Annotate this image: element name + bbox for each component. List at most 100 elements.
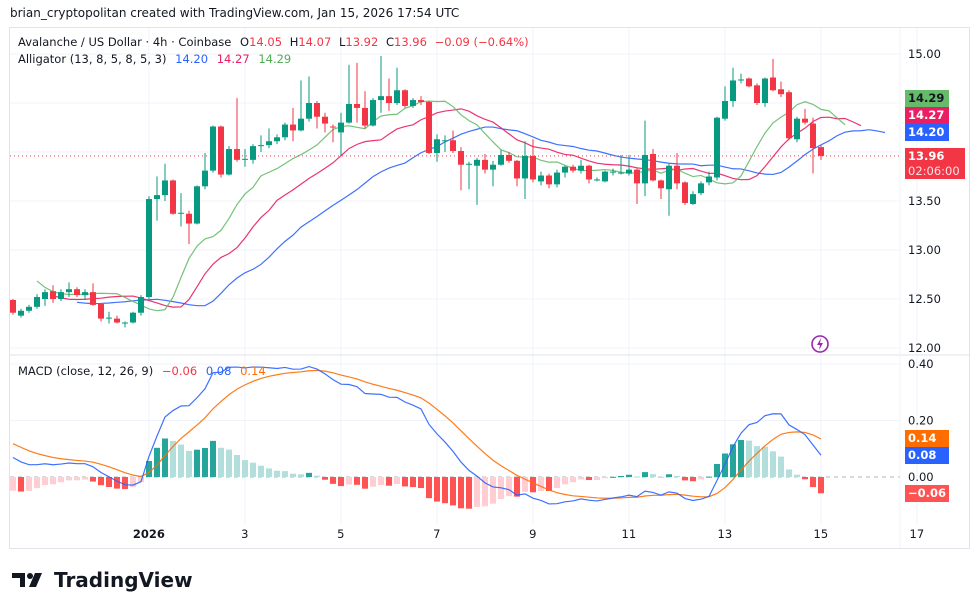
open-label: O [240, 35, 250, 49]
macd-histogram-bar [82, 477, 88, 480]
candle-up [410, 100, 416, 106]
candle-down [682, 182, 688, 203]
candle-down [170, 180, 176, 214]
candle-up [346, 103, 352, 123]
candle-up [282, 124, 288, 138]
alligator-jaw-value: 14.20 [175, 52, 209, 66]
candle-down [186, 213, 192, 224]
candle-up [698, 183, 704, 194]
macd-histogram-bar [314, 475, 320, 477]
chart-frame[interactable] [9, 27, 970, 549]
candle-up [562, 166, 568, 173]
symbol-legend[interactable]: Avalanche / US Dollar · 4h · Coinbase O1… [18, 35, 534, 49]
macd-histogram-bar [682, 477, 688, 481]
macd-histogram-bar [578, 477, 584, 480]
candle-up [442, 140, 448, 142]
macd-histogram-bar [770, 451, 776, 477]
macd-tick-label: 0.40 [908, 357, 934, 371]
time-tick-label: 11 [622, 527, 637, 541]
macd-tag: 0.08 [905, 447, 949, 464]
macd-histogram-bar [370, 477, 376, 487]
macd-histogram-bar [482, 477, 488, 507]
candle-up [370, 100, 376, 126]
alligator-legend[interactable]: Alligator (13, 8, 5, 8, 5, 3) 14.20 14.2… [18, 52, 296, 66]
candle-up [490, 164, 496, 170]
candle-down [530, 155, 536, 180]
macd-histogram-bar [530, 477, 536, 493]
time-tick-label: 13 [718, 527, 733, 541]
candle-up [498, 154, 504, 165]
tradingview-logo[interactable]: TradingView [12, 568, 193, 592]
macd-line-value: 0.08 [205, 364, 232, 378]
candle-down [330, 126, 336, 128]
lightning-icon[interactable] [811, 335, 829, 353]
macd-histogram-bar [242, 460, 248, 477]
symbol-title: Avalanche / US Dollar · 4h · Coinbase [18, 35, 232, 49]
macd-histogram-bar [666, 474, 672, 477]
price-tick-label: 13.50 [908, 194, 941, 208]
candle-down [786, 92, 792, 139]
price-tick-label: 15.00 [908, 47, 941, 61]
macd-histogram-bar [746, 440, 752, 477]
macd-legend[interactable]: MACD (close, 12, 26, 9) −0.06 0.08 0.14 [18, 364, 271, 378]
candle-up [138, 297, 144, 313]
macd-histogram-bar [594, 477, 600, 481]
macd-histogram-bar [50, 477, 56, 485]
candle-up [42, 292, 48, 299]
macd-histogram-bar [354, 477, 360, 485]
macd-histogram-bar [114, 477, 120, 489]
time-tick-label: 15 [814, 527, 829, 541]
alligator-lips-value: 14.29 [258, 52, 292, 66]
candle-up [722, 101, 728, 119]
macd-histogram-bar [442, 477, 448, 504]
macd-histogram-bar [258, 465, 264, 477]
candle-up [578, 165, 584, 171]
candle-down [514, 160, 520, 179]
candle-down [90, 292, 96, 305]
macd-histogram-bar [754, 446, 760, 477]
time-tick-label: 9 [529, 527, 536, 541]
candle-up [714, 117, 720, 178]
candle-down [322, 116, 328, 124]
candle-down [506, 154, 512, 161]
candle-up [434, 139, 440, 153]
macd-histogram-bar [106, 477, 112, 487]
macd-histogram-bar [634, 476, 640, 478]
candle-down [770, 77, 776, 91]
macd-histogram-bar [618, 475, 624, 477]
time-tick-label: 17 [910, 527, 925, 541]
candle-down [482, 159, 488, 170]
signal-tag: 0.14 [905, 430, 949, 447]
macd-histogram-bar [778, 456, 784, 477]
open-value: 14.05 [249, 35, 283, 49]
macd-histogram-bar [402, 477, 408, 487]
candle-up [794, 118, 800, 140]
macd-histogram-bar [642, 472, 648, 477]
macd-histogram-bar [794, 474, 800, 477]
time-tick-label: 2026 [133, 527, 165, 541]
macd-histogram-bar [274, 470, 280, 477]
macd-histogram-bar [346, 477, 352, 485]
macd-histogram-bar [98, 477, 104, 486]
candle-up [130, 312, 136, 323]
macd-histogram-bar [362, 477, 368, 489]
macd-signal-value: 0.14 [240, 364, 266, 378]
candle-down [50, 291, 56, 299]
macd-histogram-bar [282, 471, 288, 477]
lips-price-tag: 14.29 [905, 90, 949, 107]
candle-up [58, 292, 64, 299]
macd-histogram-bar [290, 473, 296, 477]
low-label: L [338, 35, 346, 49]
candle-down [658, 180, 664, 189]
macd-histogram-bar [154, 447, 160, 477]
candle-down [810, 123, 816, 149]
macd-histogram-bar [658, 476, 664, 478]
macd-histogram-bar [90, 477, 96, 482]
macd-histogram-bar [802, 477, 808, 480]
tradingview-logo-icon [12, 573, 42, 587]
candle-up [730, 80, 736, 102]
macd-histogram-bar [786, 469, 792, 477]
macd-histogram-bar [226, 449, 232, 477]
candle-up [378, 96, 384, 101]
